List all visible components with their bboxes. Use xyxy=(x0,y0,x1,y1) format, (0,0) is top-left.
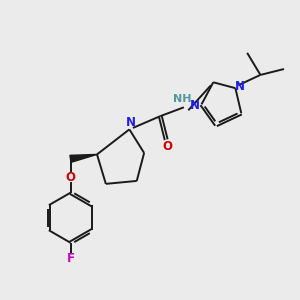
Text: N: N xyxy=(190,99,200,112)
Text: N: N xyxy=(126,116,136,129)
Text: O: O xyxy=(65,171,76,184)
Text: N: N xyxy=(235,80,245,93)
Polygon shape xyxy=(70,154,97,162)
Text: NH: NH xyxy=(173,94,192,104)
Text: O: O xyxy=(163,140,173,153)
Text: F: F xyxy=(67,252,74,266)
